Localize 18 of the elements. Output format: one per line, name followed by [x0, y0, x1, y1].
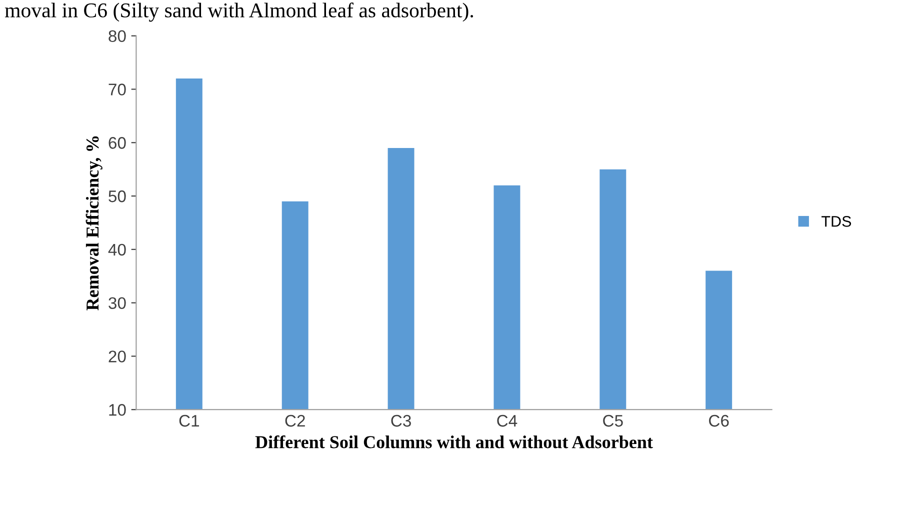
y-tick-label: 80 — [108, 30, 126, 42]
y-tick-label: 70 — [108, 84, 126, 96]
y-tick-label: 10 — [109, 404, 126, 416]
x-tick-label: C5 — [603, 414, 623, 427]
text: moval in C6 (Silty sand with Almond leaf as adsorbent). — [4, 2, 474, 22]
x-tick-label: C1 — [179, 414, 200, 427]
y-tick-label: 60 — [108, 137, 126, 149]
x-tick-label: C3 — [391, 414, 411, 427]
x-tick-label: C6 — [709, 414, 729, 427]
y-tick-label: 40 — [108, 244, 126, 256]
x-tick-label: C2 — [285, 414, 305, 427]
y-tick-label: 30 — [108, 297, 126, 310]
y-axis-title: Removal Efficiency, % — [86, 136, 102, 310]
x-tick-label: C4 — [497, 414, 518, 427]
y-tick-label: 50 — [108, 190, 126, 202]
x-axis-title: Different Soil Columns with and without Adsorbent — [255, 435, 653, 448]
legend-label: TDS — [822, 216, 852, 227]
y-tick-label: 20 — [108, 350, 126, 362]
